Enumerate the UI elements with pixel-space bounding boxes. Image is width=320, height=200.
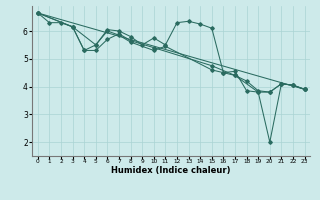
X-axis label: Humidex (Indice chaleur): Humidex (Indice chaleur) (111, 166, 231, 175)
